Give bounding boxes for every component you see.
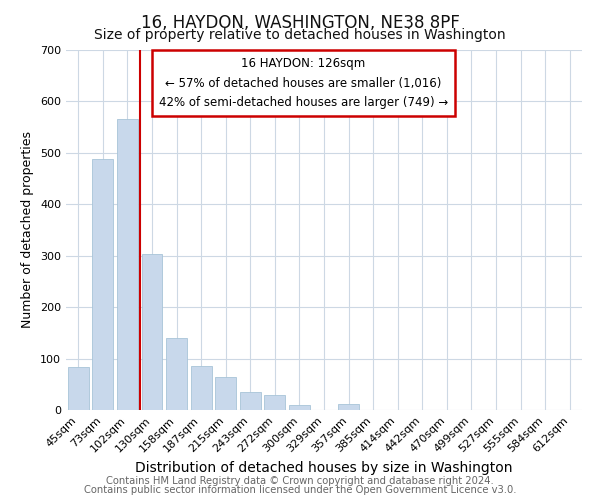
Bar [117,120,138,410]
Bar [289,405,310,410]
Text: Size of property relative to detached houses in Washington: Size of property relative to detached ho… [94,28,506,42]
Bar [191,366,212,410]
Bar [68,367,89,410]
Bar [92,159,113,410]
Bar [142,254,163,410]
Text: 16 HAYDON: 126sqm
← 57% of detached houses are smaller (1,016)
42% of semi-detac: 16 HAYDON: 126sqm ← 57% of detached hous… [159,57,448,109]
Bar [338,404,359,410]
X-axis label: Distribution of detached houses by size in Washington: Distribution of detached houses by size … [135,461,513,475]
Bar [215,377,236,410]
Text: 16, HAYDON, WASHINGTON, NE38 8PF: 16, HAYDON, WASHINGTON, NE38 8PF [140,14,460,32]
Bar [240,392,261,410]
Text: Contains HM Land Registry data © Crown copyright and database right 2024.: Contains HM Land Registry data © Crown c… [106,476,494,486]
Text: Contains public sector information licensed under the Open Government Licence v3: Contains public sector information licen… [84,485,516,495]
Bar [166,338,187,410]
Bar [265,395,286,410]
Y-axis label: Number of detached properties: Number of detached properties [22,132,34,328]
